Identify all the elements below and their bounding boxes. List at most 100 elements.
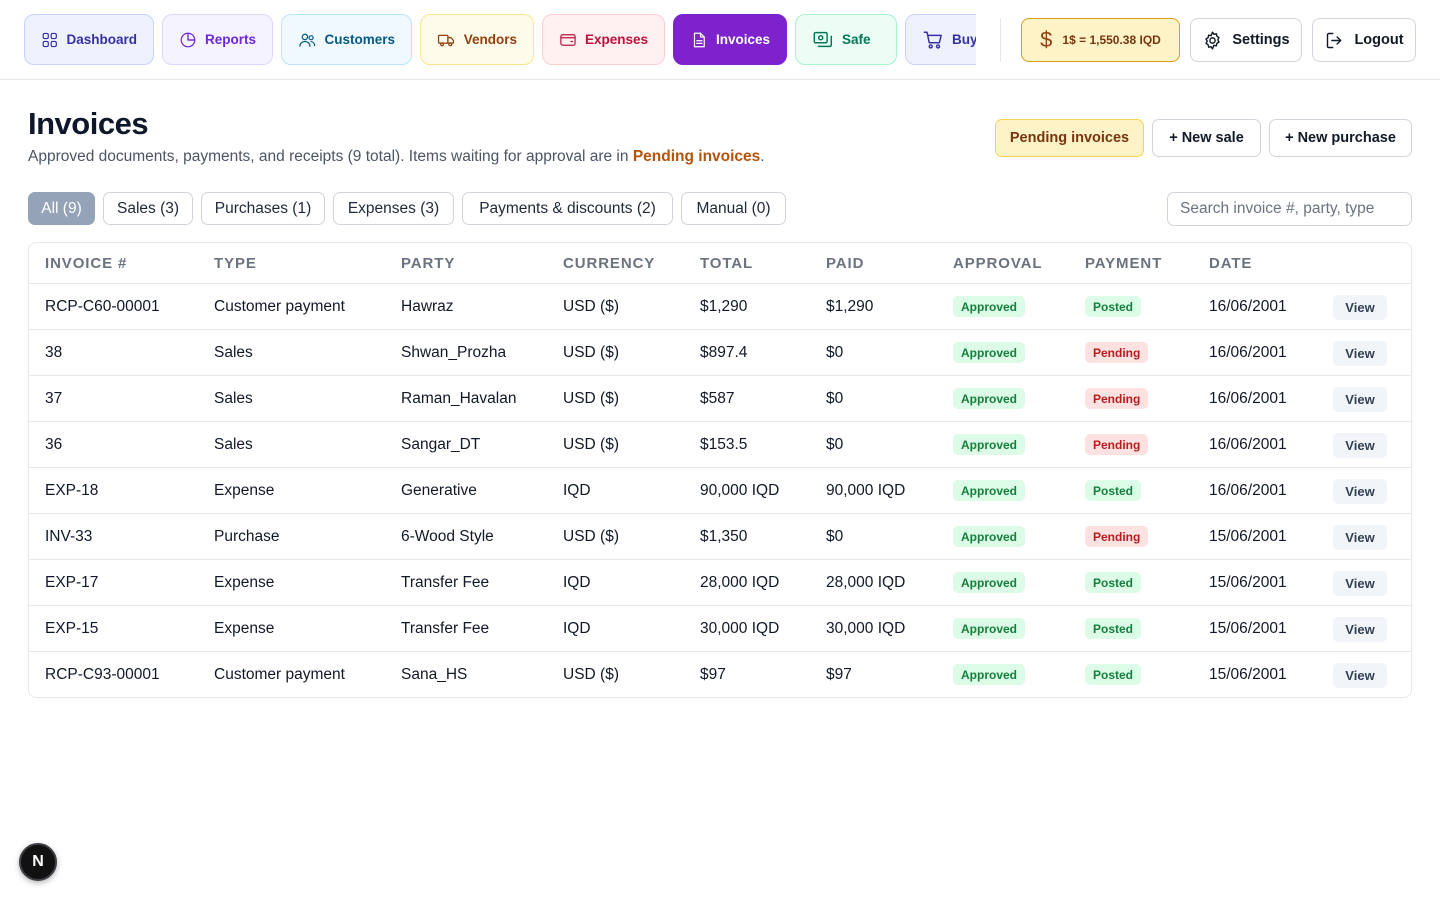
cell-currency: USD ($) [563,344,619,361]
cell-invoice-number: INV-33 [45,528,93,545]
cell-party: 6-Wood Style [401,528,494,545]
cell-total: $897.4 [700,344,748,361]
cell-currency: USD ($) [563,436,619,453]
settings-button[interactable]: Settings [1190,18,1302,62]
cell-date: 15/06/2001 [1209,574,1287,591]
table-row[interactable]: INV-33 Purchase 6-Wood Style USD ($) $1,350 $… [29,514,1411,560]
filter-sales[interactable]: Sales (3) [103,192,193,225]
view-button[interactable]: View [1333,479,1387,504]
view-button[interactable]: View [1333,663,1387,688]
view-button[interactable]: View [1333,341,1387,366]
cell-party: Raman_Havalan [401,390,517,407]
nav-tab-invoices[interactable]: Invoices [673,14,787,65]
cart-icon [923,30,942,49]
cell-party: Shwan_Prozha [401,344,507,361]
page-title: Invoices [28,106,149,141]
table-row[interactable]: 37 Sales Raman_Havalan USD ($) $587 $0 Approve… [29,376,1411,422]
view-button[interactable]: View [1333,525,1387,550]
approval-status-badge: Approved [953,342,1026,363]
table-row[interactable]: 36 Sales Sangar_DT USD ($) $153.5 $0 Approved P… [29,422,1411,468]
cell-date: 16/06/2001 [1209,436,1287,453]
cell-total: 90,000 IQD [700,482,780,499]
view-button[interactable]: View [1333,571,1387,596]
settings-label: Settings [1232,32,1290,48]
cell-invoice-number: RCP-C93-00001 [45,666,160,683]
pending-invoices-link[interactable]: Pending invoices [632,148,761,165]
cell-type: Purchase [214,528,280,545]
cell-type: Expense [214,620,275,637]
cell-total: 28,000 IQD [700,574,780,591]
approval-status-badge: Approved [953,296,1026,317]
table-row[interactable]: 38 Sales Shwan_Prozha USD ($) $897.4 $0 Approv… [29,330,1411,376]
nav-tab-reports[interactable]: Reports [162,14,273,65]
nav-tab-expenses[interactable]: Expenses [542,14,665,65]
cash-icon [813,31,832,47]
cell-paid: 90,000 IQD [826,482,906,499]
logout-button[interactable]: Logout [1312,18,1416,62]
logout-label: Logout [1354,32,1404,48]
search-input[interactable] [1167,192,1412,226]
payment-status-badge: Pending [1085,342,1149,363]
approval-status-badge: Approved [953,618,1026,639]
view-button[interactable]: View [1333,617,1387,642]
filter-expenses[interactable]: Expenses (3) [333,192,454,225]
cell-paid: $0 [826,528,844,545]
cell-total: $153.5 [700,436,748,453]
filter-all[interactable]: All (9) [28,192,95,225]
nav-tab-buy[interactable]: Buy [905,14,976,65]
view-button[interactable]: View [1333,433,1387,458]
table-row[interactable]: EXP-17 Expense Transfer Fee IQD 28,000 IQD 28… [29,560,1411,606]
view-button[interactable]: View [1333,295,1387,320]
nav-tab-label: Buy [952,32,976,47]
cell-currency: USD ($) [563,528,619,545]
table-row[interactable]: EXP-15 Expense Transfer Fee IQD 30,000 IQD 30… [29,606,1411,652]
column-header: Party [401,255,456,272]
nav-tab-safe[interactable]: Safe [795,14,897,65]
dev-tools-badge[interactable]: N [19,843,57,881]
cell-type: Sales [214,390,253,407]
logout-icon [1327,32,1342,48]
subtitle-suffix: . [760,148,765,165]
pie-chart-icon [180,32,196,47]
table-header: Invoice # Type Party Currency Total Paid… [29,243,1411,284]
table-row[interactable]: RCP-C93-00001 Customer payment Sana_HS USD … [29,652,1411,697]
approval-status-badge: Approved [953,480,1026,501]
nav-tab-customers[interactable]: Customers [281,14,412,65]
gear-icon [1205,30,1221,50]
new-purchase-button[interactable]: + New purchase [1269,119,1412,157]
cell-party: Transfer Fee [401,620,490,637]
cell-invoice-number: 36 [45,436,63,453]
filter-payments-discounts[interactable]: Payments & discounts (2) [462,192,673,225]
cell-currency: USD ($) [563,666,619,683]
cell-paid: $0 [826,390,844,407]
cell-invoice-number: EXP-17 [45,574,99,591]
table-body: RCP-C60-00001 Customer payment Hawraz USD (… [29,284,1411,697]
cell-paid: 30,000 IQD [826,620,906,637]
exchange-rate-badge[interactable]: $ 1$ = 1,550.38 IQD [1021,18,1180,62]
cell-invoice-number: EXP-18 [45,482,99,499]
cell-type: Customer payment [214,298,345,315]
payment-status-badge: Posted [1085,618,1142,639]
new-sale-button[interactable]: + New sale [1152,119,1261,157]
cell-type: Customer payment [214,666,345,683]
payment-status-badge: Pending [1085,526,1149,547]
filter-manual[interactable]: Manual (0) [681,192,786,225]
nav-tab-label: Vendors [463,32,517,47]
approval-status-badge: Approved [953,388,1026,409]
payment-status-badge: Posted [1085,296,1142,317]
payment-status-badge: Pending [1085,388,1149,409]
view-button[interactable]: View [1333,387,1387,412]
nav-tab-vendors[interactable]: Vendors [420,14,534,65]
dollar-icon: $ [1040,27,1053,52]
filter-purchases[interactable]: Purchases (1) [201,192,325,225]
approval-status-badge: Approved [953,434,1026,455]
cell-invoice-number: EXP-15 [45,620,99,637]
cell-type: Expense [214,482,275,499]
cell-type: Expense [214,574,275,591]
pending-invoices-button[interactable]: Pending invoices [995,119,1144,157]
table-row[interactable]: EXP-18 Expense Generative IQD 90,000 IQD 90,0… [29,468,1411,514]
nav-tab-dashboard[interactable]: Dashboard [24,14,154,65]
cell-total: $97 [700,666,726,683]
cell-date: 15/06/2001 [1209,666,1287,683]
table-row[interactable]: RCP-C60-00001 Customer payment Hawraz USD (… [29,284,1411,330]
